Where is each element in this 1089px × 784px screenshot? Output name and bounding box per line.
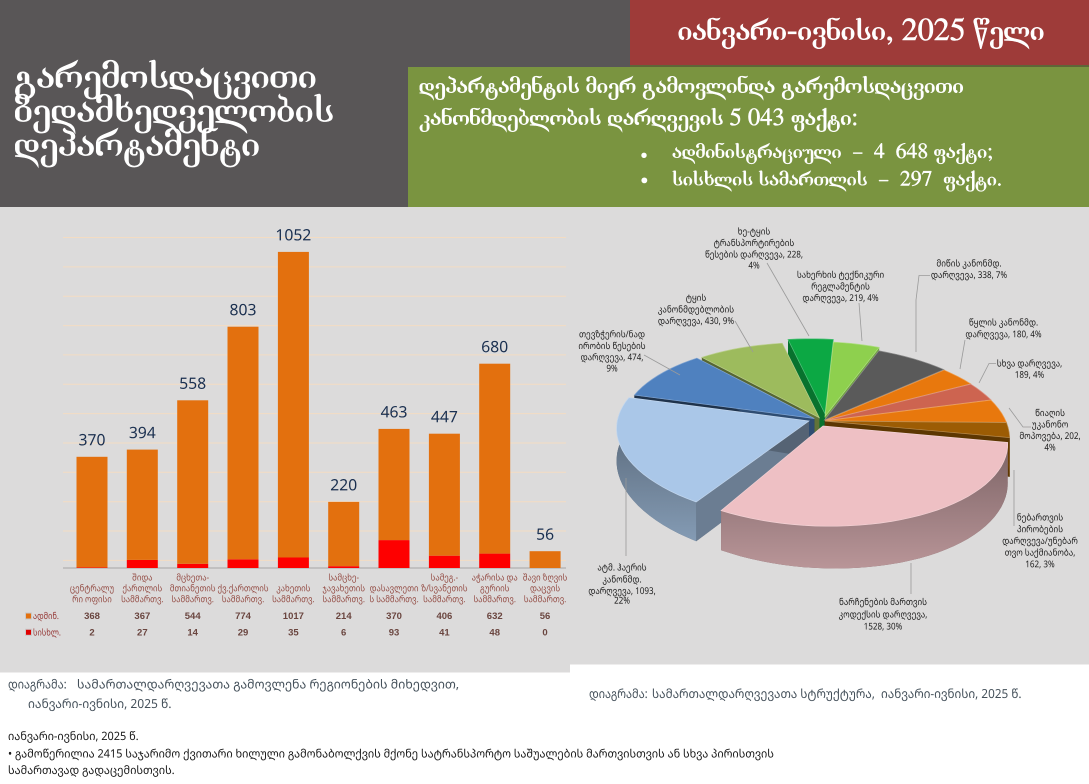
svg-text:56: 56	[540, 611, 551, 622]
svg-text:632: 632	[487, 611, 503, 622]
svg-text:29: 29	[238, 628, 249, 639]
svg-text:2: 2	[89, 628, 94, 639]
svg-text:27: 27	[137, 628, 148, 639]
svg-text:41: 41	[439, 628, 450, 639]
svg-text:35: 35	[288, 628, 299, 639]
svg-text:1017: 1017	[283, 611, 304, 622]
svg-text:544: 544	[185, 611, 202, 622]
svg-text:6: 6	[341, 628, 346, 639]
svg-text:368: 368	[84, 611, 100, 622]
svg-text:14: 14	[187, 628, 198, 639]
svg-text:48: 48	[489, 628, 500, 639]
svg-text:367: 367	[134, 611, 150, 622]
svg-text:0: 0	[542, 628, 547, 639]
svg-text:93: 93	[389, 628, 400, 639]
svg-text:214: 214	[336, 611, 353, 622]
svg-text:370: 370	[386, 611, 402, 622]
svg-text:774: 774	[235, 611, 252, 622]
svg-text:406: 406	[436, 611, 452, 622]
